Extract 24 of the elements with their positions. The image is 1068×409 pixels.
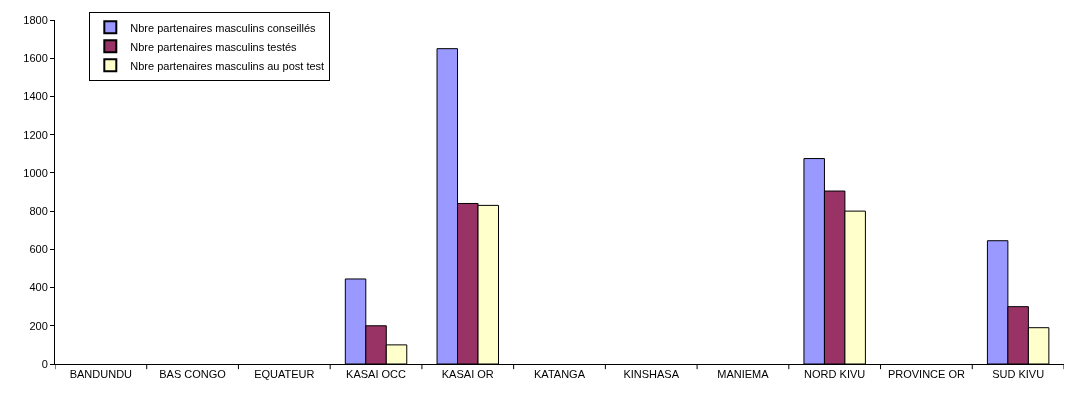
legend-label: Nbre partenaires masculins au post test <box>130 59 325 72</box>
y-tick-label: 1600 <box>23 52 48 65</box>
x-tick-label: BAS CONGO <box>159 368 227 381</box>
legend-label: Nbre partenaires masculins testés <box>130 40 298 53</box>
y-tick-label: 1800 <box>23 13 48 26</box>
y-tick-label: 0 <box>41 357 48 370</box>
y-tick-label: 800 <box>29 204 48 217</box>
y-tick-label: 600 <box>29 243 48 256</box>
y-tick-label: 400 <box>29 281 48 294</box>
x-tick-label: NORD KIVU <box>804 368 866 381</box>
x-tick-label: PROVINCE OR <box>887 368 965 381</box>
x-tick-label: KATANGA <box>534 368 586 381</box>
y-tick-label: 1000 <box>23 166 48 179</box>
legend-label: Nbre partenaires masculins conseillés <box>130 21 317 34</box>
y-tick-label: 1200 <box>23 128 48 141</box>
x-tick-label: SUD KIVU <box>992 368 1045 381</box>
x-tick-label: KINSHASA <box>623 368 680 381</box>
x-tick-label: BANDUNDU <box>69 368 133 381</box>
x-tick-label: KASAI OR <box>441 368 494 381</box>
x-tick-label: MANIEMA <box>717 368 770 381</box>
y-tick-label: 200 <box>29 319 48 332</box>
y-tick-label: 1400 <box>23 90 48 103</box>
x-tick-label: EQUATEUR <box>254 368 315 381</box>
x-tick-label: KASAI OCC <box>346 368 407 381</box>
